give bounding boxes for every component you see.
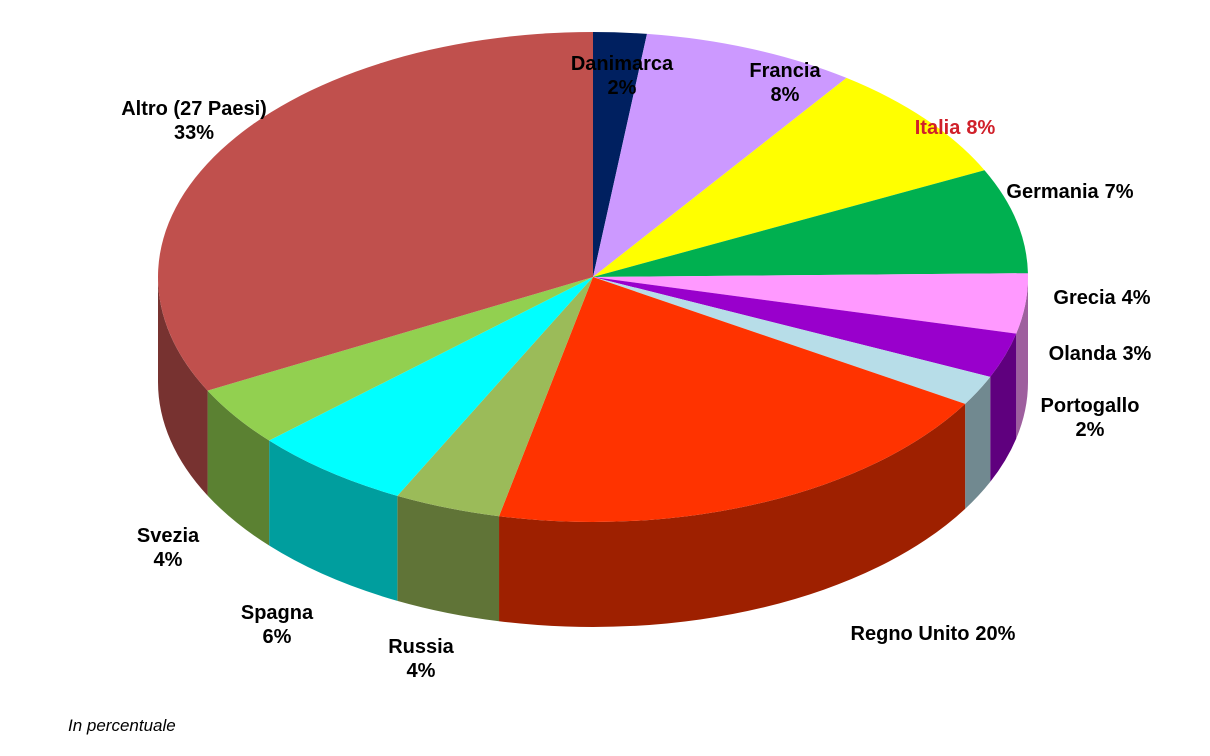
slice-label: Regno Unito 20% [851, 623, 1016, 645]
label-name: Olanda [1049, 343, 1118, 365]
slice [269, 277, 593, 496]
label-name: Grecia [1053, 287, 1116, 309]
slice-side [207, 390, 270, 546]
slice-label: Spagna 6% [241, 602, 314, 648]
label-value: 20% [975, 623, 1015, 645]
slice [593, 170, 1028, 277]
label-name: Danimarca [571, 53, 674, 75]
note: In percentuale [68, 716, 176, 735]
slice-label: Portogallo 2% [1041, 395, 1140, 441]
label-value: 4% [1122, 287, 1151, 309]
slice [593, 277, 991, 404]
slice-label: Russia 4% [388, 636, 454, 682]
label-name: Altro (27 Paesi) [121, 98, 267, 120]
slice [593, 32, 647, 277]
label-value: 7% [1105, 181, 1134, 203]
slice-label: Altro (27 Paesi) 33% [121, 98, 267, 144]
label-value: 2% [608, 77, 637, 99]
label-value: 2% [1076, 419, 1105, 441]
slice [499, 277, 966, 522]
slice [593, 277, 1017, 377]
slice [158, 32, 594, 391]
slice-label: Germania 7% [1006, 181, 1133, 203]
label-value: 8% [966, 117, 995, 139]
label-value: 4% [154, 549, 183, 571]
label-value: 3% [1122, 343, 1151, 365]
label-value: 8% [771, 84, 800, 106]
slice-label: Italia 8% [915, 117, 996, 139]
label-name: Germania [1006, 181, 1099, 203]
slice-label: Olanda 3% [1049, 343, 1152, 365]
label-name: Francia [749, 60, 821, 82]
slice [207, 277, 593, 441]
slice [397, 277, 593, 517]
label-value: 4% [407, 660, 436, 682]
slice-side [990, 333, 1017, 482]
label-value: 33% [174, 122, 214, 144]
slice-label: Danimarca 2% [571, 53, 674, 99]
label-name: Regno Unito [851, 623, 970, 645]
label-name: Spagna [241, 602, 314, 624]
slice [593, 33, 847, 277]
slice-side [269, 440, 398, 601]
label-name: Russia [388, 636, 454, 658]
slice [593, 77, 985, 278]
slice-side [397, 495, 500, 622]
slice-label: Francia 8% [749, 60, 821, 106]
label-name: Italia [915, 117, 961, 139]
slice [593, 273, 1028, 334]
slice-side [1016, 277, 1028, 439]
slice-label: Svezia 4% [137, 525, 200, 571]
label-name: Portogallo [1041, 395, 1140, 417]
slice-label: Grecia 4% [1053, 287, 1150, 309]
slice-side [158, 277, 208, 496]
label-name: Svezia [137, 525, 200, 547]
label-value: 6% [263, 626, 292, 648]
slice-side [499, 403, 966, 627]
slice-side [965, 376, 991, 509]
